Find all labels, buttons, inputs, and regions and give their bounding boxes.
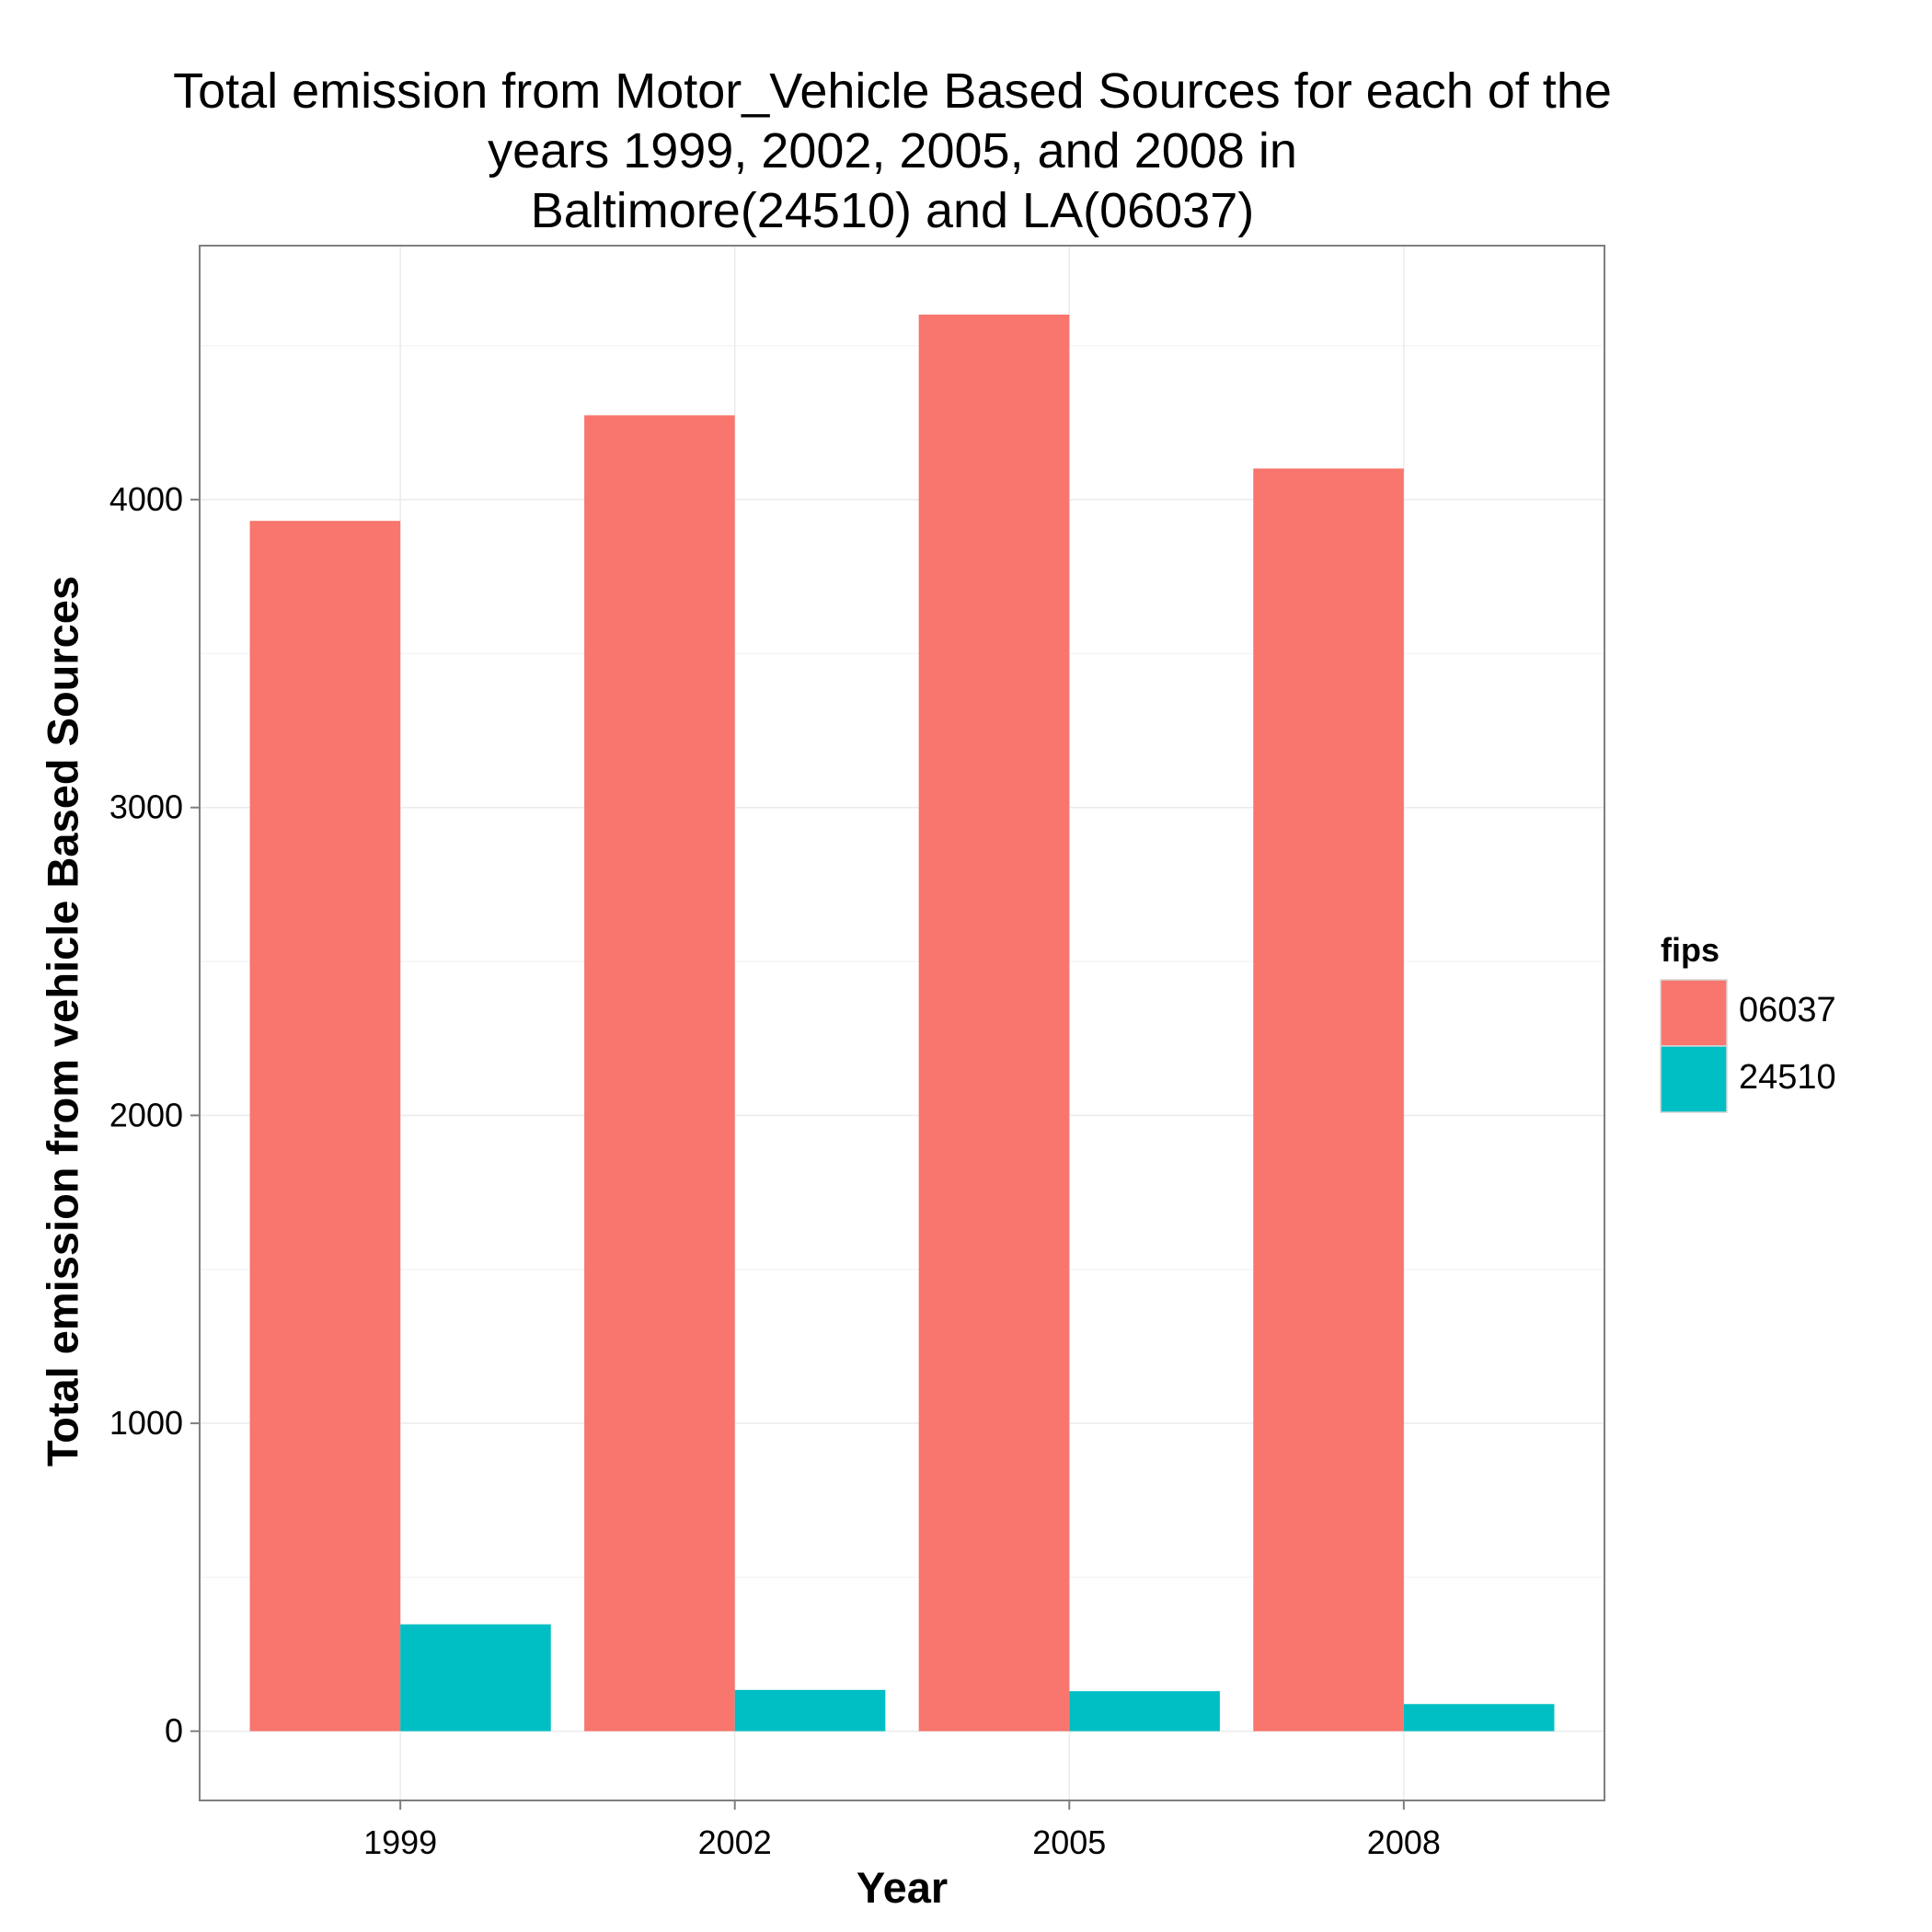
legend-key-24510 — [1660, 1045, 1728, 1113]
chart-title-line-3: Baltimore(24510) and LA(06037) — [530, 183, 1255, 238]
x-tick-label: 1999 — [363, 1823, 437, 1861]
bar-24510-2008 — [1403, 1704, 1555, 1731]
bar-24510-1999 — [400, 1624, 551, 1731]
plot-border — [199, 245, 1605, 1801]
x-tick-label: 2008 — [1367, 1823, 1441, 1861]
y-tick-label: 1000 — [109, 1404, 183, 1442]
bar-06037-2008 — [1253, 468, 1404, 1731]
bar-06037-2002 — [584, 415, 735, 1731]
x-tick-label: 2002 — [698, 1823, 772, 1861]
bar-24510-2002 — [734, 1689, 886, 1731]
x-axis-title: Year — [856, 1863, 949, 1912]
bar-06037-2005 — [918, 314, 1070, 1731]
y-axis-title: Total emission from vehicle Based Source… — [38, 575, 87, 1467]
legend-label-24510: 24510 — [1739, 1058, 1836, 1097]
legend-label-06037: 06037 — [1739, 991, 1836, 1029]
bar-06037-1999 — [249, 521, 401, 1731]
legend-key-06037 — [1660, 979, 1728, 1047]
y-tick-label: 2000 — [109, 1096, 183, 1133]
y-tick-label: 3000 — [109, 788, 183, 826]
y-tick-label: 0 — [165, 1712, 183, 1750]
legend-title: fips — [1661, 931, 1720, 969]
x-tick-label: 2005 — [1032, 1823, 1106, 1861]
chart-title-line-1: Total emission from Motor_Vehicle Based … — [173, 63, 1612, 119]
y-tick-label: 4000 — [109, 480, 183, 518]
chart-title-line-2: years 1999, 2002, 2005, and 2008 in — [488, 123, 1297, 178]
bar-24510-2005 — [1069, 1691, 1220, 1731]
